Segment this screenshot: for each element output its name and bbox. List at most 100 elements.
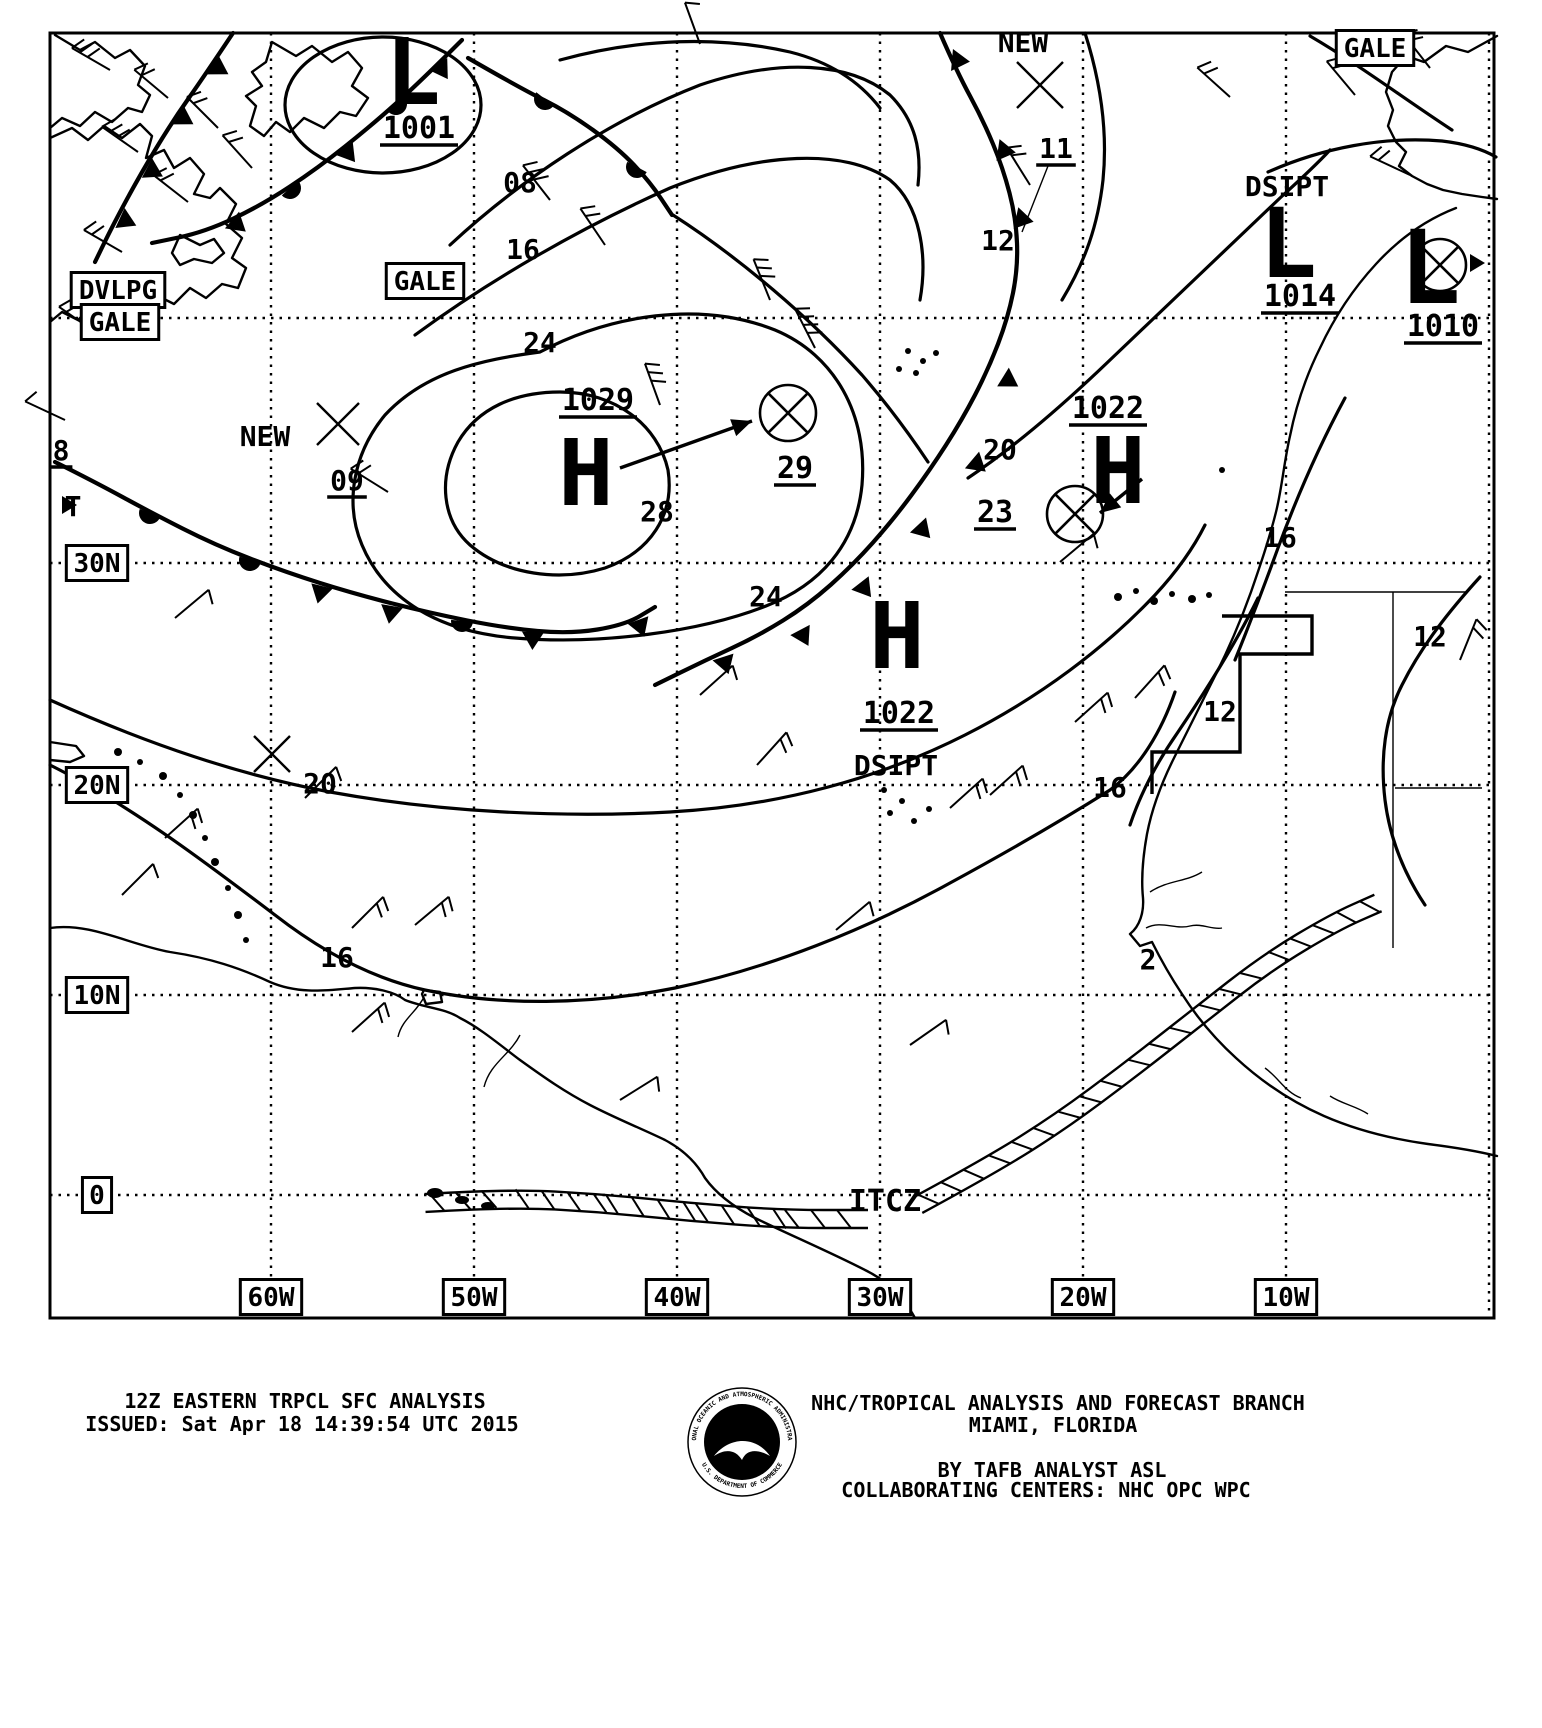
wind-barb xyxy=(152,167,189,203)
canary-islands xyxy=(1114,467,1225,605)
isobar-08 xyxy=(448,65,921,247)
wind-barb xyxy=(699,664,739,696)
map-label-t: T xyxy=(65,490,82,523)
map-label-08: 08 xyxy=(503,166,537,199)
coastline-newfoundland xyxy=(244,40,370,138)
map-label-29: 29 xyxy=(777,451,813,486)
isobar-top xyxy=(558,39,882,110)
map-label-itcz: ITCZ xyxy=(849,1184,921,1219)
wind-barb xyxy=(1059,532,1099,563)
border-africa-lines xyxy=(1285,591,1482,948)
map-label-16: 16 xyxy=(1093,771,1127,804)
wind-barb xyxy=(949,777,989,809)
wind-barb xyxy=(351,896,390,929)
wind-barb xyxy=(989,764,1029,796)
map-label-20: 20 xyxy=(983,433,1017,466)
latitude-label-30n xyxy=(64,544,130,582)
longitude-label-50w xyxy=(441,1278,507,1316)
wind-barb xyxy=(83,220,123,253)
warning-box-gale xyxy=(79,303,161,341)
longitude-label-40w-text: 40W xyxy=(654,1283,701,1313)
wind-barb xyxy=(1459,618,1488,661)
wind-barb xyxy=(756,731,794,766)
front-warm xyxy=(465,55,675,218)
isobar-northeast-arc xyxy=(1266,138,1498,174)
longitude-label-20w-text: 20W xyxy=(1060,1283,1107,1313)
map-label-12: 12 xyxy=(1413,620,1447,653)
wind-barb xyxy=(835,900,875,931)
wind-barb xyxy=(1074,691,1114,723)
longitude-label-10w xyxy=(1253,1278,1319,1316)
azores-islands xyxy=(896,348,939,376)
footer-text: NHC/TROPICAL ANALYSIS AND FORECAST BRANC… xyxy=(811,1391,1305,1415)
isobars xyxy=(48,31,1498,1003)
isobar-28-loop xyxy=(444,390,671,577)
high-pressure-center: H xyxy=(558,420,613,527)
x-station-marker xyxy=(253,735,291,773)
wind-barb xyxy=(186,90,219,129)
noaa-bird-icon xyxy=(714,1441,770,1460)
wind-barb xyxy=(1196,60,1231,98)
footer-text: ISSUED: Sat Apr 18 14:39:54 UTC 2015 xyxy=(85,1412,518,1436)
front-cold xyxy=(92,30,236,265)
x-station-marker xyxy=(316,402,360,446)
wind-barb xyxy=(71,38,111,71)
coastline-hispaniola-edge xyxy=(48,740,86,764)
wind-barb xyxy=(619,1075,661,1101)
warning-box-gale xyxy=(1334,29,1416,67)
map-label-24: 24 xyxy=(523,326,557,359)
wind-barb xyxy=(752,258,776,301)
wind-barb xyxy=(351,1001,391,1033)
latitude-label-10n-text: 10N xyxy=(74,981,121,1011)
map-label-1001: 1001 xyxy=(383,111,455,146)
wind-barb xyxy=(101,118,139,153)
movement-arrow xyxy=(1098,477,1144,515)
latitude-label-30n-text: 30N xyxy=(74,549,121,579)
isobar-1001-loop xyxy=(283,35,483,175)
isobar-wave xyxy=(671,213,930,464)
direction-triangle xyxy=(62,496,77,514)
front-occluded xyxy=(149,37,465,246)
wind-barb xyxy=(1134,664,1172,699)
warning-box-gale xyxy=(384,262,466,300)
wind-barb xyxy=(164,807,204,839)
map-label-1014: 1014 xyxy=(1264,279,1336,314)
high-pressure-center: H xyxy=(869,583,924,690)
direction-triangle xyxy=(1470,254,1485,272)
longitude-label-20w xyxy=(1050,1278,1116,1316)
map-label-1029: 1029 xyxy=(562,383,634,418)
low-pressure-center: L xyxy=(385,19,440,126)
map-label-dsipt: DSIPT xyxy=(1245,170,1329,203)
latitude-label-20n xyxy=(64,766,130,804)
wind-barb xyxy=(133,62,169,99)
front-occluded xyxy=(52,459,658,650)
river-senegal xyxy=(1149,871,1203,893)
map-label-28: 28 xyxy=(640,495,674,528)
footer-text: MIAMI, FLORIDA xyxy=(969,1413,1138,1437)
isobar-20-northeast xyxy=(966,148,1332,480)
wind-barb xyxy=(24,390,66,421)
map-label-1010: 1010 xyxy=(1407,309,1479,344)
map-label-24: 24 xyxy=(749,580,783,613)
map-label-23: 23 xyxy=(977,495,1013,530)
isobar-16-africa xyxy=(1233,396,1347,662)
noaa-logo-text: NOAA xyxy=(724,1422,760,1440)
wind-barb xyxy=(579,205,606,246)
map-label-12: 12 xyxy=(1203,695,1237,728)
isobar-20-south xyxy=(48,523,1207,816)
wind-barb xyxy=(221,129,253,169)
longitude-label-60w-text: 60W xyxy=(248,1283,295,1313)
isobar-12-trough xyxy=(1060,31,1107,302)
circled-x-center-marker xyxy=(1045,484,1105,544)
coastline-cape-breton xyxy=(170,233,226,267)
warning-box-gale-text: GALE xyxy=(1344,34,1407,64)
longitude-label-60w xyxy=(238,1278,304,1316)
map-label-8: 8 xyxy=(53,434,70,467)
wind-barb xyxy=(1005,144,1031,186)
wind-barb xyxy=(794,307,823,349)
wind-barb xyxy=(174,588,214,619)
isobar-12-africa xyxy=(1128,596,1260,827)
map-label-dsipt: DSIPT xyxy=(854,749,938,782)
